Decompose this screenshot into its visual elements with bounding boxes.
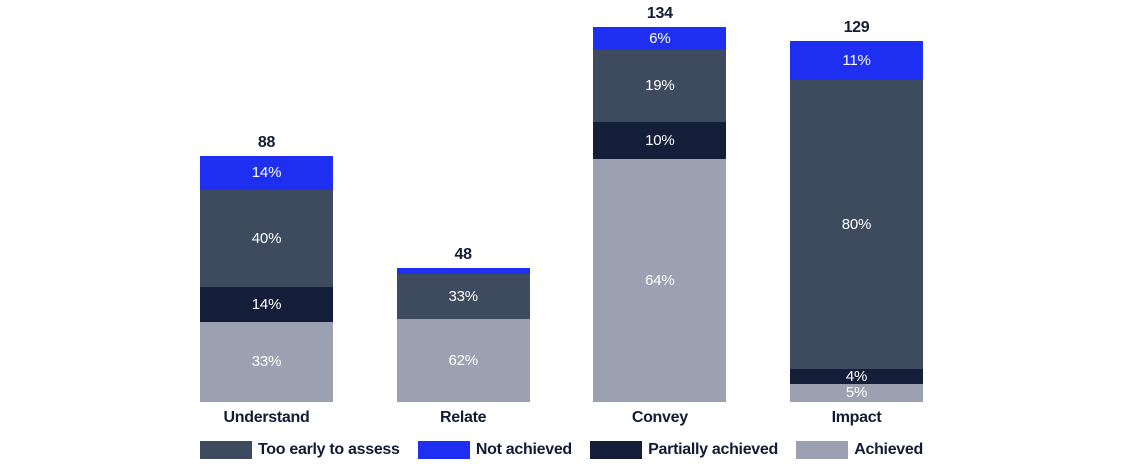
- bar-segment-not-achieved: 6%: [593, 26, 727, 50]
- segment-percent-label: 11%: [842, 52, 871, 70]
- bar-group-relate: 48 33% 62%: [396, 245, 530, 402]
- category-labels-row: Understand Relate Convey Impact: [200, 402, 923, 427]
- bar-segment-too-early-to-assess: 19%: [593, 49, 727, 122]
- bar-total-label: 88: [257, 133, 276, 151]
- legend-swatch-too-early-to-assess: [200, 441, 252, 459]
- bar-stack: 14% 40% 14% 33%: [200, 155, 333, 402]
- bar-segment-too-early-to-assess: 80%: [789, 80, 923, 369]
- bar-segment-achieved: 5%: [789, 383, 923, 402]
- legend-item-too-early-to-assess: Too early to assess: [200, 441, 400, 459]
- bar-segment-not-achieved: 11%: [789, 40, 923, 81]
- segment-percent-label: 80%: [841, 216, 872, 234]
- bar-group-convey: 134 6% 19% 10% 64%: [593, 4, 727, 402]
- segment-percent-label: 14%: [251, 164, 282, 182]
- bar-segment-partially-achieved: 4%: [789, 367, 923, 385]
- bar-segment-partially-achieved: 10%: [593, 121, 727, 160]
- segment-percent-label: 33%: [251, 353, 282, 371]
- bar-group-impact: 129 11% 80% 4% 5%: [789, 18, 923, 402]
- segment-percent-label: 14%: [251, 295, 282, 313]
- bar-group-understand: 88 14% 40% 14% 33%: [200, 133, 333, 402]
- bar-segment-partially-achieved: 14%: [200, 287, 333, 322]
- category-label-understand: Understand: [223, 409, 310, 426]
- legend-item-achieved: Achieved: [796, 441, 923, 459]
- segment-percent-label: 64%: [645, 272, 675, 290]
- bar-total-label: 134: [646, 4, 673, 22]
- legend-item-partially-achieved: Partially achieved: [590, 441, 778, 459]
- legend-swatch-partially-achieved: [590, 441, 643, 459]
- bars-row: 88 14% 40% 14% 33% 48 33% 62% 134 6% 19% 10% 64% 129 1…: [200, 0, 923, 402]
- bar-total-label: 129: [843, 18, 870, 36]
- legend: Too early to assess Not achieved Partially…: [200, 441, 923, 459]
- legend-swatch-not-achieved: [417, 441, 470, 459]
- bar-stack: 6% 19% 10% 64%: [593, 26, 727, 402]
- bar-stack: 11% 80% 4% 5%: [789, 40, 923, 402]
- legend-swatch-achieved: [796, 441, 849, 459]
- legend-item-not-achieved: Not achieved: [417, 441, 572, 459]
- bar-segment-too-early-to-assess: 40%: [200, 189, 333, 288]
- bar-total-label: 48: [454, 245, 473, 263]
- segment-percent-label: 4%: [845, 367, 868, 385]
- legend-label: Not achieved: [475, 441, 572, 458]
- segment-percent-label: 33%: [448, 288, 478, 305]
- bar-segment-too-early-to-assess: 33%: [396, 274, 530, 319]
- bar-stack: 33% 62%: [396, 267, 530, 402]
- bar-segment-achieved: 33%: [200, 321, 333, 402]
- segment-percent-label: 6%: [649, 29, 671, 47]
- category-label-convey: Convey: [631, 409, 688, 426]
- category-label-impact: Impact: [831, 409, 882, 426]
- bar-segment-not-achieved: [396, 267, 530, 275]
- segment-percent-label: 10%: [645, 131, 675, 149]
- legend-label: Achieved: [854, 441, 923, 458]
- bar-segment-achieved: 62%: [396, 318, 530, 402]
- category-label-relate: Relate: [440, 409, 487, 426]
- segment-percent-label: 40%: [251, 230, 282, 248]
- segment-percent-label: 5%: [845, 384, 868, 402]
- legend-label: Partially achieved: [648, 441, 778, 458]
- bar-segment-not-achieved: 14%: [200, 155, 333, 190]
- legend-label: Too early to assess: [258, 441, 400, 458]
- bar-segment-achieved: 64%: [593, 159, 727, 402]
- chart-plot-area: 88 14% 40% 14% 33% 48 33% 62% 134 6% 19% 10% 64% 129 1…: [200, 0, 923, 427]
- segment-percent-label: 62%: [448, 351, 478, 369]
- segment-percent-label: 19%: [645, 77, 675, 95]
